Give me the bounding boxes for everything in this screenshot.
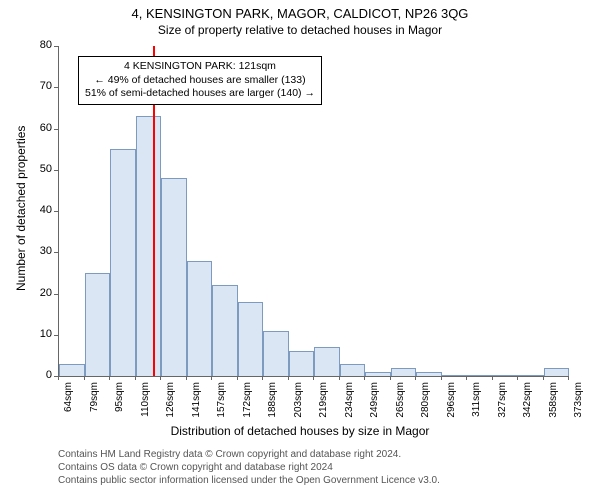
y-tick-label: 20 xyxy=(30,287,52,299)
x-tick-mark xyxy=(543,376,544,380)
chart-title: 4, KENSINGTON PARK, MAGOR, CALDICOT, NP2… xyxy=(0,0,600,21)
x-tick-label: 110sqm xyxy=(140,382,151,427)
x-tick-mark xyxy=(262,376,263,380)
y-tick-label: 40 xyxy=(30,204,52,216)
x-tick-label: 373sqm xyxy=(573,382,584,427)
x-tick-label: 79sqm xyxy=(89,382,100,427)
y-tick-mark xyxy=(54,335,58,336)
x-tick-label: 203sqm xyxy=(293,382,304,427)
x-tick-mark xyxy=(109,376,110,380)
x-tick-label: 265sqm xyxy=(395,382,406,427)
y-tick-label: 0 xyxy=(30,369,52,381)
x-tick-mark xyxy=(313,376,314,380)
chart-subtitle: Size of property relative to detached ho… xyxy=(0,23,600,37)
x-tick-mark xyxy=(390,376,391,380)
x-tick-label: 358sqm xyxy=(548,382,559,427)
footer-line: Contains OS data © Crown copyright and d… xyxy=(58,461,440,474)
x-tick-label: 219sqm xyxy=(318,382,329,427)
x-tick-mark xyxy=(415,376,416,380)
y-tick-label: 50 xyxy=(30,163,52,175)
histogram-bar xyxy=(442,375,468,376)
y-axis-label: Number of detached properties xyxy=(14,126,28,291)
footer-line: Contains HM Land Registry data © Crown c… xyxy=(58,448,440,461)
x-tick-label: 327sqm xyxy=(497,382,508,427)
annotation-line: 51% of semi-detached houses are larger (… xyxy=(85,87,315,101)
histogram-bar xyxy=(161,178,187,376)
footer-line: Contains public sector information licen… xyxy=(58,474,440,487)
histogram-bar xyxy=(416,372,442,376)
x-tick-mark xyxy=(517,376,518,380)
y-tick-mark xyxy=(54,129,58,130)
histogram-bar xyxy=(85,273,111,376)
x-tick-label: 188sqm xyxy=(267,382,278,427)
histogram-bar xyxy=(59,364,85,376)
y-tick-mark xyxy=(54,211,58,212)
annotation-box: 4 KENSINGTON PARK: 121sqm← 49% of detach… xyxy=(78,56,322,105)
x-tick-label: 280sqm xyxy=(420,382,431,427)
x-tick-mark xyxy=(160,376,161,380)
x-tick-label: 172sqm xyxy=(242,382,253,427)
y-tick-mark xyxy=(54,170,58,171)
y-tick-mark xyxy=(54,87,58,88)
x-tick-label: 157sqm xyxy=(216,382,227,427)
histogram-bar xyxy=(544,368,570,376)
x-tick-label: 95sqm xyxy=(114,382,125,427)
x-tick-mark xyxy=(186,376,187,380)
histogram-bar xyxy=(314,347,340,376)
y-tick-label: 80 xyxy=(30,39,52,51)
x-tick-label: 64sqm xyxy=(63,382,74,427)
histogram-bar xyxy=(493,375,519,376)
histogram-bar xyxy=(187,261,213,377)
y-tick-mark xyxy=(54,252,58,253)
x-tick-label: 249sqm xyxy=(369,382,380,427)
x-tick-mark xyxy=(339,376,340,380)
histogram-bar xyxy=(391,368,417,376)
y-tick-label: 60 xyxy=(30,122,52,134)
x-tick-mark xyxy=(364,376,365,380)
footer-text: Contains HM Land Registry data © Crown c… xyxy=(58,448,440,487)
x-tick-label: 311sqm xyxy=(471,382,482,427)
x-tick-mark xyxy=(492,376,493,380)
x-tick-label: 141sqm xyxy=(191,382,202,427)
histogram-bar xyxy=(289,351,315,376)
y-tick-label: 10 xyxy=(30,328,52,340)
x-tick-mark xyxy=(58,376,59,380)
x-tick-label: 296sqm xyxy=(446,382,457,427)
x-tick-label: 126sqm xyxy=(165,382,176,427)
histogram-bar xyxy=(467,375,493,376)
y-tick-mark xyxy=(54,294,58,295)
x-tick-mark xyxy=(466,376,467,380)
x-tick-mark xyxy=(568,376,569,380)
x-tick-mark xyxy=(211,376,212,380)
histogram-bar xyxy=(238,302,264,376)
histogram-bar xyxy=(136,116,162,376)
x-tick-label: 234sqm xyxy=(344,382,355,427)
chart-container: 4, KENSINGTON PARK, MAGOR, CALDICOT, NP2… xyxy=(0,0,600,500)
histogram-bar xyxy=(110,149,136,376)
x-tick-mark xyxy=(84,376,85,380)
x-tick-mark xyxy=(288,376,289,380)
histogram-bar xyxy=(518,375,544,376)
x-tick-mark xyxy=(135,376,136,380)
histogram-bar xyxy=(263,331,289,376)
histogram-bar xyxy=(365,372,391,376)
y-tick-mark xyxy=(54,46,58,47)
x-tick-mark xyxy=(237,376,238,380)
x-tick-label: 342sqm xyxy=(522,382,533,427)
histogram-bar xyxy=(212,285,238,376)
annotation-line: ← 49% of detached houses are smaller (13… xyxy=(85,74,315,88)
annotation-line: 4 KENSINGTON PARK: 121sqm xyxy=(85,60,315,74)
histogram-bar xyxy=(340,364,366,376)
x-tick-mark xyxy=(441,376,442,380)
y-tick-label: 30 xyxy=(30,245,52,257)
y-tick-label: 70 xyxy=(30,80,52,92)
